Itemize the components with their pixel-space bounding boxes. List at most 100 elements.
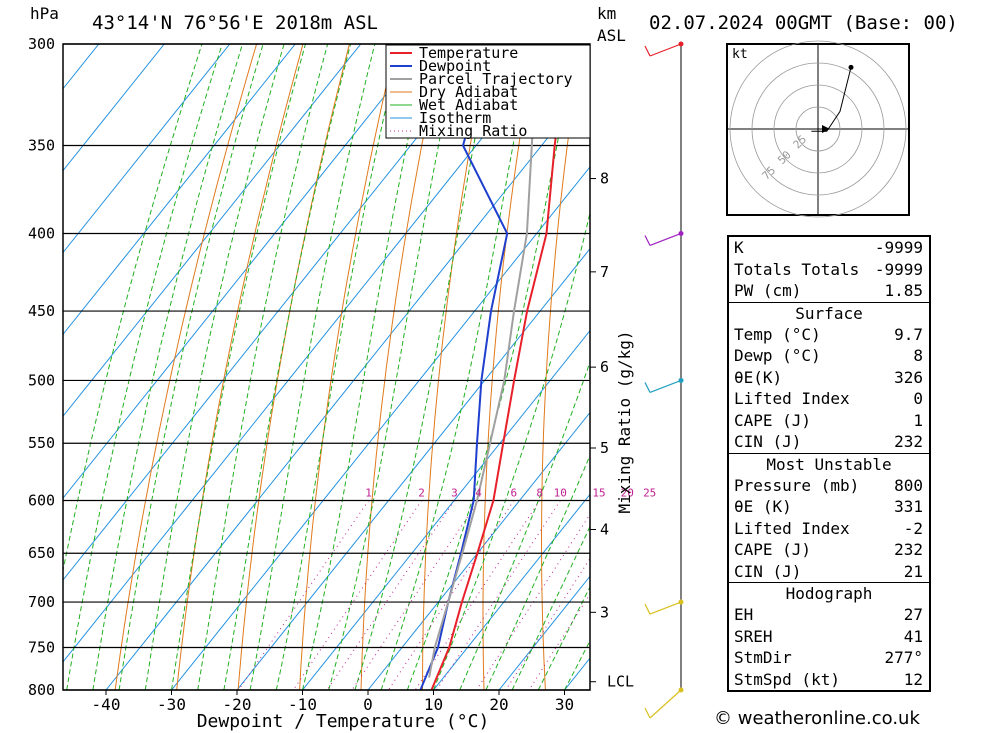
mixing-ratio-label: 4 (475, 487, 482, 500)
pressure-tick-label: 700 (28, 593, 55, 611)
mixing-ratio-axis-label: Mixing Ratio (g/kg) (615, 330, 634, 513)
x-tick-label: -30 (157, 695, 186, 714)
surface-value: 8 (913, 346, 923, 365)
legend-dewpoint: Dewpoint (419, 57, 491, 75)
hodo-row: StmSpd (kt) 12 (729, 669, 929, 691)
mixing-ratio-label: 20 (621, 487, 634, 500)
series-dewpoint (419, 44, 509, 690)
x-tick-label: 10 (424, 695, 443, 714)
legend: Temperature Dewpoint Parcel Trajectory D… (385, 44, 591, 140)
index-label: K (734, 238, 744, 257)
index-label: PW (cm) (734, 281, 802, 300)
legend-box (385, 44, 591, 139)
surface-value: 0 (913, 389, 923, 408)
wind-barb (649, 379, 682, 394)
x-axis-label: Dewpoint / Temperature (°C) (197, 711, 490, 732)
dry-adiabat-line (653, 44, 674, 690)
wet-adiabat-line (63, 44, 203, 573)
most-unstable-title: Most Unstable (729, 452, 929, 475)
series-parcel-trajectory (428, 44, 539, 678)
mixing-ratio-line (351, 500, 480, 690)
surface-value: 326 (894, 367, 923, 387)
mixing-ratio-label: 25 (643, 487, 656, 500)
hodo-label: EH (734, 605, 754, 624)
pressure-tick-label: 400 (28, 224, 55, 242)
wind-barb (649, 601, 682, 615)
wind-barb-flag (644, 382, 651, 393)
hodograph-trace (811, 67, 852, 132)
dry-adiabat-line (176, 44, 304, 690)
isotherm-line (63, 44, 558, 663)
surface-row: Temp (°C) 9.7 (729, 324, 929, 346)
legend-mixing-ratio: Mixing Ratio (419, 122, 527, 140)
isotherm-line (171, 166, 590, 690)
km-tick-label: 8 (600, 170, 609, 188)
legend-parcel: Parcel Trajectory (419, 70, 573, 88)
wind-barb (649, 43, 682, 57)
index-value: -9999 (874, 238, 923, 257)
isotherm-line (63, 44, 296, 336)
wet-adiabat-line (118, 44, 264, 690)
pressure-tick-label: 500 (28, 371, 55, 389)
mu-row: CAPE (J) 232 (729, 539, 929, 561)
hodo-value: 41 (903, 626, 923, 646)
surface-row: Dewp (°C) 8 (729, 345, 929, 367)
surface-label: CAPE (J) (734, 410, 812, 430)
wet-adiabat-line (66, 44, 223, 690)
mu-row: Lifted Index -2 (729, 518, 929, 540)
mu-value: 21 (903, 561, 923, 581)
mixing-ratio-line (414, 500, 541, 690)
storm-motion-arrow (822, 125, 830, 133)
hodograph-ring (729, 40, 907, 218)
isotherm-line (105, 84, 590, 690)
dry-adiabat-line (953, 44, 1000, 690)
km-tick-label: 5 (600, 439, 609, 457)
datetime-title: 02.07.2024 00GMT (Base: 00) (649, 12, 958, 34)
index-row-totals: Totals Totals -9999 (729, 259, 929, 281)
pressure-tick-label: 750 (28, 638, 55, 656)
hodo-row: StmDir 277° (729, 647, 929, 669)
hodo-row: EH 27 (729, 604, 929, 626)
mu-row: CIN (J) 21 (729, 561, 929, 583)
legend-wet-adiabat: Wet Adiabat (419, 96, 518, 114)
mu-value: 800 (894, 475, 923, 495)
pressure-tick-label: 350 (28, 137, 55, 155)
isotherm-line (433, 493, 590, 690)
hpa-label: hPa (30, 4, 59, 23)
mixing-ratio-label: 3 (451, 487, 458, 500)
mixing-ratio-label: 1 (365, 487, 372, 500)
pressure-tick-label: 550 (28, 434, 55, 452)
asl-label: ASL (597, 26, 626, 45)
x-tick-label: 0 (363, 695, 373, 714)
wet-adiabat-line (144, 44, 285, 690)
wind-barb (649, 232, 682, 247)
pressure-tick-label: 650 (28, 544, 55, 562)
wet-adiabat-line (511, 525, 590, 690)
dry-adiabat-line (541, 44, 583, 690)
isotherm-line (498, 575, 590, 690)
hodo-row: SREH 41 (729, 626, 929, 648)
credit-link[interactable]: © weatheronline.co.uk (714, 708, 920, 729)
surface-label: Dewp (°C) (734, 346, 821, 365)
surface-label: Temp (°C) (734, 324, 821, 344)
legend-isotherm: Isotherm (419, 109, 491, 127)
hodograph-table-title: Hodograph (729, 582, 929, 604)
mu-value: -2 (903, 518, 923, 538)
hodo-value: 27 (903, 605, 923, 624)
surface-row: CAPE (J) 1 (729, 410, 929, 432)
hodo-value: 12 (903, 669, 923, 689)
mu-label: CIN (J) (734, 561, 802, 581)
mu-label: Pressure (mb) (734, 475, 860, 495)
isotherm-line (63, 44, 493, 581)
wet-adiabat-line (275, 44, 402, 690)
surface-row: Lifted Index 0 (729, 388, 929, 410)
isotherm-line (63, 44, 231, 254)
indices-panel: K -9999 Totals Totals -9999 PW (cm) 1.85 Su… (727, 235, 931, 692)
isotherm-line (63, 44, 427, 499)
index-label: Totals Totals (734, 259, 860, 279)
surface-value: 1 (913, 410, 923, 430)
mu-row: θE (K) 331 (729, 496, 929, 518)
x-tick-label: 30 (555, 695, 574, 714)
x-tick-label: -10 (288, 695, 317, 714)
